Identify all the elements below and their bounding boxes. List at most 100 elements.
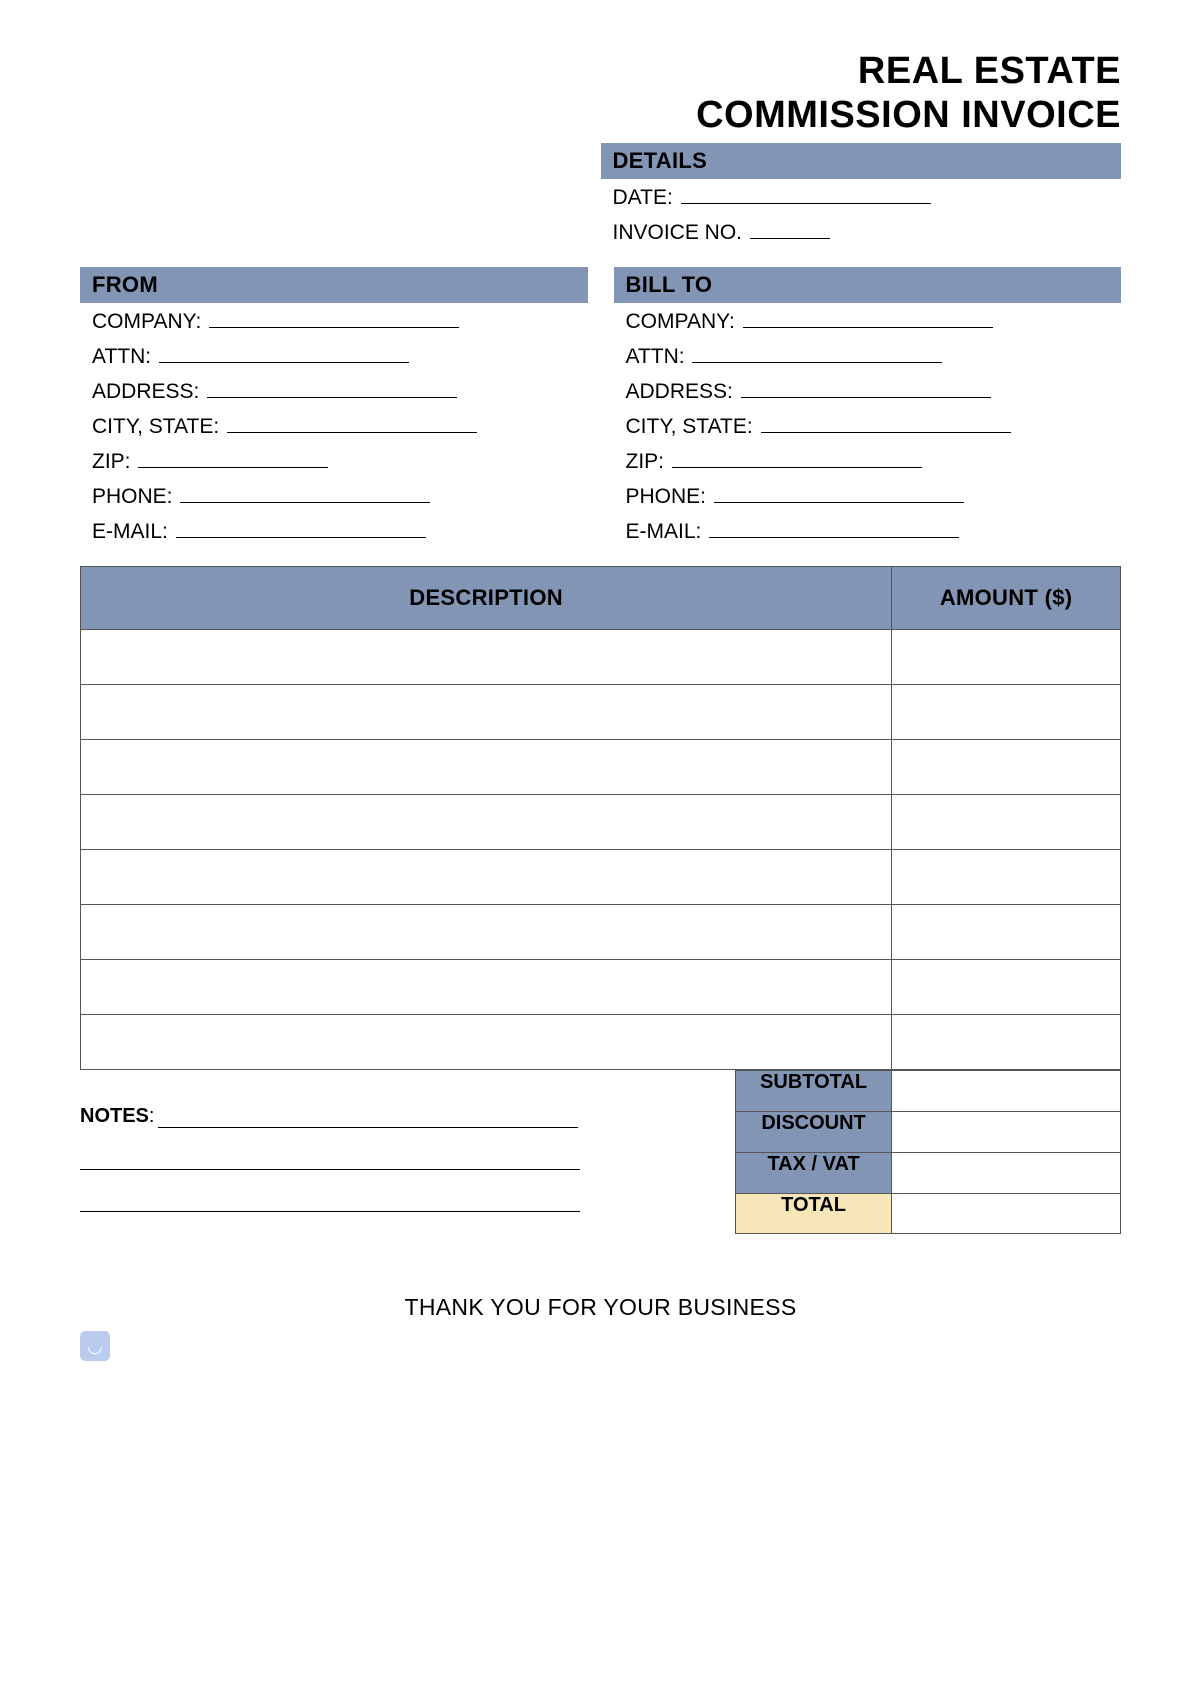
billto-field-label: E-MAIL: — [626, 520, 702, 544]
details-header: DETAILS — [601, 143, 1122, 179]
details-field-label: DATE: — [613, 186, 673, 210]
billto-field: CITY, STATE: — [614, 408, 1122, 443]
from-field-label: E-MAIL: — [92, 520, 168, 544]
from-field: COMPANY: — [80, 303, 588, 338]
cell-description[interactable] — [81, 850, 892, 905]
cell-amount[interactable] — [892, 685, 1121, 740]
totals-value-total[interactable] — [892, 1193, 1121, 1234]
billto-field-label: PHONE: — [626, 485, 707, 509]
cell-amount[interactable] — [892, 1015, 1121, 1070]
totals-value-discount[interactable] — [892, 1112, 1121, 1153]
table-row — [81, 630, 1121, 685]
billto-field: ZIP: — [614, 443, 1122, 478]
from-block: FROM COMPANY: ATTN: ADDRESS: CITY, STATE… — [80, 267, 588, 548]
totals-label-discount: DISCOUNT — [736, 1112, 892, 1153]
billto-field-input[interactable] — [672, 447, 922, 468]
billto-field-input[interactable] — [709, 517, 959, 538]
table-row — [81, 795, 1121, 850]
invoice-page: REAL ESTATE COMMISSION INVOICE DETAILS D… — [0, 0, 1201, 1701]
cell-description[interactable] — [81, 905, 892, 960]
from-field-label: ZIP: — [92, 450, 131, 474]
details-block: DETAILS DATE: INVOICE NO. — [601, 143, 1122, 249]
table-row — [81, 905, 1121, 960]
from-field-label: ADDRESS: — [92, 380, 199, 404]
billto-header: BILL TO — [614, 267, 1122, 303]
details-field-input[interactable] — [750, 218, 830, 239]
totals-value-subtotal[interactable] — [892, 1071, 1121, 1112]
notes-totals-row: NOTES: SUBTOTAL DISCOUNT TAX / VAT TOTAL — [80, 1070, 1121, 1234]
totals-label-subtotal: SUBTOTAL — [736, 1071, 892, 1112]
billto-field-input[interactable] — [714, 482, 964, 503]
billto-field-label: ADDRESS: — [626, 380, 733, 404]
totals-label-total: TOTAL — [736, 1193, 892, 1234]
from-field: ADDRESS: — [80, 373, 588, 408]
cell-description[interactable] — [81, 685, 892, 740]
from-field: PHONE: — [80, 478, 588, 513]
billto-field-input[interactable] — [741, 377, 991, 398]
cell-amount[interactable] — [892, 850, 1121, 905]
totals-label-tax-vat: TAX / VAT — [736, 1152, 892, 1193]
details-field: INVOICE NO. — [601, 214, 1122, 249]
notes-line-1[interactable] — [158, 1108, 578, 1128]
cell-amount[interactable] — [892, 740, 1121, 795]
billto-fields: COMPANY: ATTN: ADDRESS: CITY, STATE: ZIP… — [614, 303, 1122, 548]
table-row — [81, 960, 1121, 1015]
items-header-row: DESCRIPTION AMOUNT ($) — [81, 567, 1121, 630]
items-table: DESCRIPTION AMOUNT ($) — [80, 566, 1121, 1070]
from-field-input[interactable] — [180, 482, 430, 503]
cell-description[interactable] — [81, 795, 892, 850]
billto-field: ATTN: — [614, 338, 1122, 373]
from-field-input[interactable] — [227, 412, 477, 433]
from-field-label: CITY, STATE: — [92, 415, 219, 439]
billto-field-label: COMPANY: — [626, 310, 735, 334]
table-row — [81, 685, 1121, 740]
table-row — [81, 850, 1121, 905]
from-field-input[interactable] — [159, 342, 409, 363]
billto-field: PHONE: — [614, 478, 1122, 513]
billto-field: E-MAIL: — [614, 513, 1122, 548]
from-field-input[interactable] — [176, 517, 426, 538]
cell-amount[interactable] — [892, 630, 1121, 685]
title-line1: REAL ESTATE — [858, 50, 1121, 92]
from-field: E-MAIL: — [80, 513, 588, 548]
from-billto-row: FROM COMPANY: ATTN: ADDRESS: CITY, STATE… — [80, 267, 1121, 548]
cell-amount[interactable] — [892, 795, 1121, 850]
from-field-label: PHONE: — [92, 485, 173, 509]
cell-description[interactable] — [81, 740, 892, 795]
footer-thanks: THANK YOU FOR YOUR BUSINESS — [80, 1294, 1121, 1321]
billto-field-input[interactable] — [761, 412, 1011, 433]
from-field-label: COMPANY: — [92, 310, 201, 334]
notes-line-3[interactable] — [80, 1192, 580, 1212]
page-title: REAL ESTATE COMMISSION INVOICE — [80, 50, 1121, 137]
table-row — [81, 740, 1121, 795]
billto-field-input[interactable] — [743, 307, 993, 328]
col-description: DESCRIPTION — [81, 567, 892, 630]
from-field: CITY, STATE: — [80, 408, 588, 443]
billto-field-label: CITY, STATE: — [626, 415, 753, 439]
from-field: ATTN: — [80, 338, 588, 373]
details-field: DATE: — [601, 179, 1122, 214]
from-field-input[interactable] — [138, 447, 328, 468]
cell-description[interactable] — [81, 630, 892, 685]
stamp-icon: ◡ — [80, 1331, 110, 1361]
col-amount: AMOUNT ($) — [892, 567, 1121, 630]
billto-field: COMPANY: — [614, 303, 1122, 338]
billto-field-input[interactable] — [692, 342, 942, 363]
notes-line-2[interactable] — [80, 1150, 580, 1170]
from-field-input[interactable] — [209, 307, 459, 328]
from-header: FROM — [80, 267, 588, 303]
details-fields: DATE: INVOICE NO. — [601, 179, 1122, 249]
billto-field-label: ZIP: — [626, 450, 665, 474]
billto-field: ADDRESS: — [614, 373, 1122, 408]
billto-field-label: ATTN: — [626, 345, 685, 369]
details-field-input[interactable] — [681, 183, 931, 204]
cell-amount[interactable] — [892, 960, 1121, 1015]
cell-amount[interactable] — [892, 905, 1121, 960]
from-field-label: ATTN: — [92, 345, 151, 369]
cell-description[interactable] — [81, 1015, 892, 1070]
cell-description[interactable] — [81, 960, 892, 1015]
from-field-input[interactable] — [207, 377, 457, 398]
table-row — [81, 1015, 1121, 1070]
totals-value-tax-vat[interactable] — [892, 1152, 1121, 1193]
title-line2: COMMISSION INVOICE — [696, 94, 1121, 136]
